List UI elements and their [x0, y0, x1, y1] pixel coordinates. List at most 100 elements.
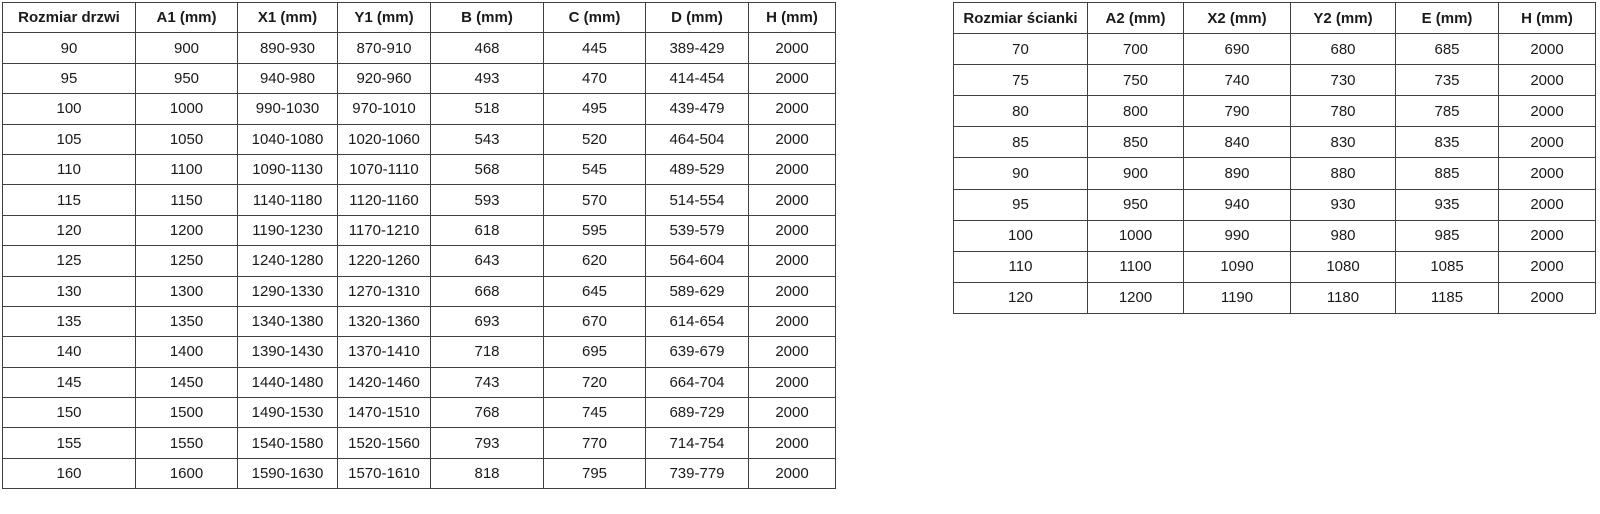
table-cell: 730	[1290, 64, 1396, 97]
table-cell: 1300	[135, 275, 238, 307]
table-cell: 120	[2, 214, 136, 247]
table-cell: 1470-1510	[337, 397, 431, 429]
table-row: 95 950 940-980 920-960 493 470 414-454 2000	[2, 62, 836, 95]
table-cell: 568	[430, 153, 544, 186]
table-cell: 90	[2, 32, 136, 64]
table-cell: 900	[1087, 157, 1184, 190]
table-cell: 890	[1183, 157, 1291, 190]
table-cell: 793	[430, 427, 544, 459]
table-cell: 2000	[748, 123, 836, 155]
table-cell: 1090	[1183, 250, 1291, 283]
table-row: 70 700 690 680 685 2000	[953, 33, 1596, 66]
table-cell: 835	[1395, 126, 1499, 159]
table-cell: 570	[543, 184, 646, 216]
table-row: 90 900 890-930 870-910 468 445 389-429 2000	[2, 32, 836, 64]
table-cell: 743	[430, 366, 544, 399]
column-header: X1 (mm)	[237, 1, 338, 34]
header-row: Rozmiar drzwi A1 (mm) X1 (mm) Y1 (mm) B (mm)…	[2, 1, 836, 34]
table-cell: 885	[1395, 157, 1499, 190]
table-cell: 2000	[748, 153, 836, 186]
column-header: D (mm)	[645, 1, 749, 34]
table-cell: 2000	[1498, 33, 1596, 66]
table-cell: 1140-1180	[237, 184, 338, 216]
table-cell: 95	[2, 62, 136, 95]
table-cell: 770	[543, 427, 646, 459]
table-cell: 1450	[135, 366, 238, 399]
table-cell: 2000	[748, 93, 836, 125]
table-cell: 1090-1130	[237, 153, 338, 186]
table-cell: 414-454	[645, 62, 749, 95]
table-cell: 1240-1280	[237, 245, 338, 277]
table-cell: 1170-1210	[337, 214, 431, 247]
table-cell: 1440-1480	[237, 366, 338, 399]
header-row: Rozmiar ścianki A2 (mm) X2 (mm) Y2 (mm) E (m…	[953, 1, 1596, 35]
table-cell: 1150	[135, 184, 238, 216]
table-cell: 115	[2, 184, 136, 216]
table-cell: 1320-1360	[337, 305, 431, 338]
table-cell: 2000	[1498, 64, 1596, 97]
table-cell: 2000	[1498, 188, 1596, 221]
table-cell: 940-980	[237, 62, 338, 95]
table-cell: 1390-1430	[237, 336, 338, 368]
table-cell: 1200	[135, 214, 238, 247]
table-cell: 2000	[1498, 95, 1596, 128]
table-cell: 1500	[135, 397, 238, 429]
table-row: 100 1000 990-1030 970-1010 518 495 439-479 2000	[2, 93, 836, 125]
column-header: C (mm)	[543, 1, 646, 34]
table-cell: 135	[2, 305, 136, 338]
table-cell: 990	[1183, 219, 1291, 252]
table-cell: 930	[1290, 188, 1396, 221]
table-row: 140 1400 1390-1430 1370-1410 718 695 639-679 20…	[2, 336, 836, 368]
column-header: B (mm)	[430, 1, 544, 34]
table-cell: 564-604	[645, 245, 749, 277]
table-cell: 900	[135, 32, 238, 64]
table-row: 95 950 940 930 935 2000	[953, 188, 1596, 221]
table-cell: 2000	[1498, 126, 1596, 159]
table-cell: 645	[543, 275, 646, 307]
table-cell: 140	[2, 336, 136, 368]
table-row: 105 1050 1040-1080 1020-1060 543 520 464-504 20…	[2, 123, 836, 155]
table-cell: 2000	[748, 184, 836, 216]
table-cell: 714-754	[645, 427, 749, 459]
table-cell: 1570-1610	[337, 457, 431, 490]
table-cell: 790	[1183, 95, 1291, 128]
table-row: 90 900 890 880 885 2000	[953, 157, 1596, 190]
table-cell: 470	[543, 62, 646, 95]
table-cell: 718	[430, 336, 544, 368]
column-header: Y2 (mm)	[1290, 1, 1396, 35]
table-cell: 1250	[135, 245, 238, 277]
table-cell: 464-504	[645, 123, 749, 155]
table-cell: 593	[430, 184, 544, 216]
table-row: 135 1350 1340-1380 1320-1360 693 670 614-654 20…	[2, 305, 836, 338]
table-cell: 100	[953, 219, 1088, 252]
table-cell: 980	[1290, 219, 1396, 252]
table-row: 80 800 790 780 785 2000	[953, 95, 1596, 128]
table-cell: 100	[2, 93, 136, 125]
table-cell: 740	[1183, 64, 1291, 97]
table-cell: 1350	[135, 305, 238, 338]
table-cell: 1080	[1290, 250, 1396, 283]
table-cell: 970-1010	[337, 93, 431, 125]
table-cell: 1000	[1087, 219, 1184, 252]
table-cell: 735	[1395, 64, 1499, 97]
table-cell: 160	[2, 457, 136, 490]
table-cell: 70	[953, 33, 1088, 66]
table-cell: 105	[2, 123, 136, 155]
table-row: 110 1100 1090-1130 1070-1110 568 545 489-529 20…	[2, 153, 836, 186]
table-cell: 739-779	[645, 457, 749, 490]
table-cell: 750	[1087, 64, 1184, 97]
table-cell: 670	[543, 305, 646, 338]
column-header: Rozmiar drzwi	[2, 1, 136, 34]
table-row: 125 1250 1240-1280 1220-1260 643 620 564-604 20…	[2, 245, 836, 277]
table-cell: 1270-1310	[337, 275, 431, 307]
table-row: 120 1200 1190 1180 1185 2000	[953, 281, 1596, 314]
table-cell: 1190	[1183, 281, 1291, 314]
table-cell: 1520-1560	[337, 427, 431, 459]
table-cell: 130	[2, 275, 136, 307]
table-cell: 495	[543, 93, 646, 125]
table-row: 85 850 840 830 835 2000	[953, 126, 1596, 159]
table-cell: 840	[1183, 126, 1291, 159]
table-cell: 1100	[1087, 250, 1184, 283]
table-cell: 1070-1110	[337, 153, 431, 186]
table-cell: 2000	[1498, 281, 1596, 314]
